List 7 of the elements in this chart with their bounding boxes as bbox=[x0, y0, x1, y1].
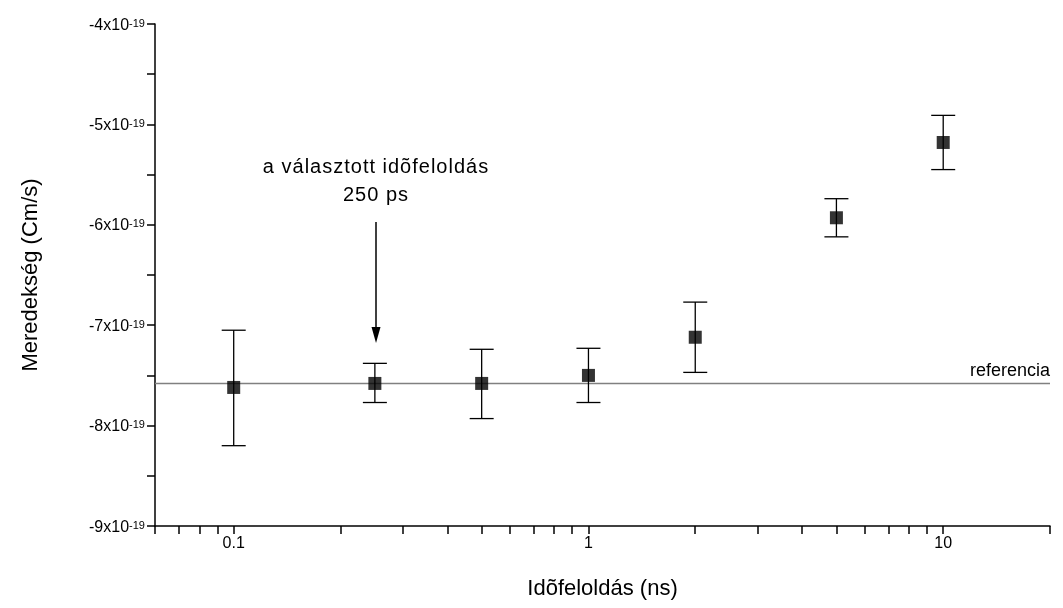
ref-line-label: referencia bbox=[969, 360, 1051, 381]
x-tick-label: 0.1 bbox=[222, 533, 245, 551]
x-tick-label: 1 bbox=[584, 533, 593, 551]
annotation: a választott idõfeloldás 250 ps bbox=[261, 154, 491, 207]
x-tick-label: 10 bbox=[934, 533, 953, 551]
y-axis-title: Meredekség (Cm/s) bbox=[16, 178, 42, 372]
x-axis-title: Idõfeloldás (ns) bbox=[527, 574, 678, 600]
